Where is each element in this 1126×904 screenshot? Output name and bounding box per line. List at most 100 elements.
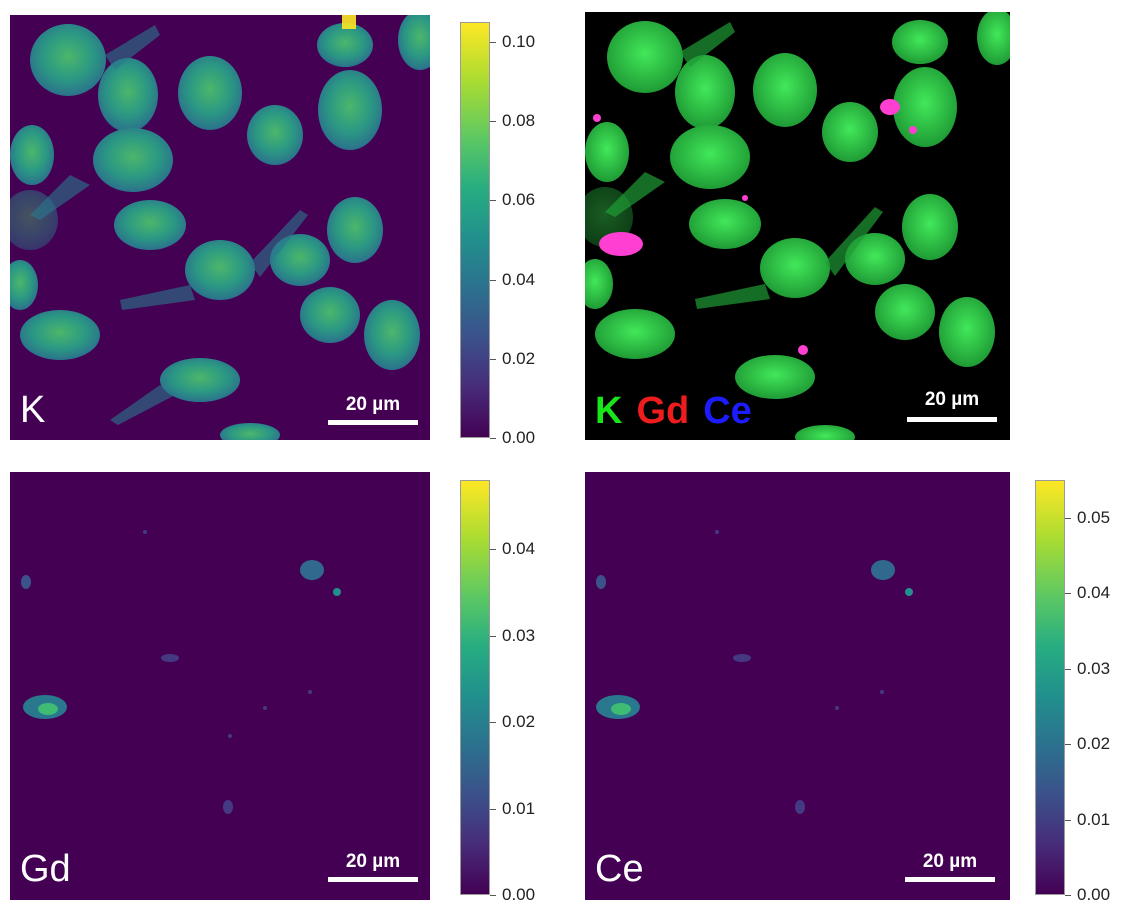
overlay-cell	[585, 122, 629, 182]
k-colorbar-tick-label: 0.00	[502, 429, 535, 446]
k-colorbar	[460, 22, 490, 438]
ce-particle	[611, 703, 631, 715]
gd-colorbar-tick-label: 0.04	[502, 540, 535, 557]
gd-scale-bar	[328, 877, 418, 882]
gd-colorbar-tickmark	[490, 809, 496, 810]
k-colorbar-tick-label: 0.10	[502, 33, 535, 50]
gd-particle	[21, 575, 31, 589]
gd-particle	[223, 800, 233, 814]
ce-particle	[596, 575, 606, 589]
k-cell	[20, 310, 100, 360]
overlay-cell	[753, 53, 817, 127]
gd-colorbar-tickmark	[490, 636, 496, 637]
k-colorbar-tickmark	[490, 121, 496, 122]
ce-colorbar-tick-label: 0.04	[1077, 584, 1110, 601]
ce-particle	[835, 706, 839, 710]
overlay-cell	[875, 284, 935, 340]
overlay-cell	[893, 67, 957, 147]
ce-particle	[880, 690, 884, 694]
legend-k: K	[595, 390, 622, 432]
ce-particle	[871, 560, 895, 580]
ce-colorbar	[1035, 480, 1065, 895]
overlay-cell	[822, 102, 878, 162]
ce-scale-bar-label: 20 µm	[905, 852, 995, 871]
k-cell	[364, 300, 420, 370]
gd-map-label: Gd	[20, 850, 71, 888]
k-cell	[30, 24, 106, 96]
overlay-cell	[689, 199, 761, 249]
gd-colorbar	[460, 480, 490, 895]
overlay-legend: K Gd Ce	[595, 392, 766, 430]
overlay-particle	[742, 195, 748, 201]
gd-particle	[38, 703, 58, 715]
k-colorbar-tickmark	[490, 42, 496, 43]
ce-particle	[795, 800, 805, 814]
overlay-scale-bar-label: 20 µm	[907, 390, 997, 409]
k-cell	[317, 23, 373, 67]
gd-colorbar-tick-label: 0.02	[502, 713, 535, 730]
overlay-cell	[902, 194, 958, 260]
gd-colorbar-tick-label: 0.00	[502, 886, 535, 903]
legend-ce: Ce	[703, 390, 752, 432]
k-scale-bar-label: 20 µm	[328, 395, 418, 414]
k-cell	[98, 58, 158, 132]
k-map-panel: K 20 µm	[10, 15, 430, 440]
k-colorbar-tick-label: 0.08	[502, 112, 535, 129]
ce-particle	[905, 588, 913, 596]
ce-colorbar-tickmark	[1065, 744, 1071, 745]
ce-colorbar-tickmark	[1065, 518, 1071, 519]
ce-map-panel: Ce 20 µm	[585, 472, 1010, 900]
k-colorbar-tickmark	[490, 438, 496, 439]
ce-colorbar-tick-label: 0.05	[1077, 509, 1110, 526]
k-colorbar-tickmark	[490, 280, 496, 281]
k-cell	[247, 105, 303, 165]
overlay-cell	[675, 55, 735, 129]
ce-colorbar-tickmark	[1065, 669, 1071, 670]
gd-particle	[228, 734, 232, 738]
overlay-cell	[939, 297, 995, 367]
overlay-image	[585, 12, 1010, 440]
ce-colorbar-tick-label: 0.01	[1077, 811, 1110, 828]
gd-colorbar-tick-label: 0.01	[502, 800, 535, 817]
overlay-panel: K Gd Ce 20 µm	[585, 12, 1010, 440]
gd-scale-bar-label: 20 µm	[328, 852, 418, 871]
ce-colorbar-tick-label: 0.00	[1077, 886, 1110, 903]
legend-gd: Gd	[636, 390, 689, 432]
gd-colorbar-tickmark	[490, 549, 496, 550]
k-colorbar-tickmark	[490, 200, 496, 201]
k-cell	[318, 70, 382, 150]
overlay-cell	[892, 20, 948, 64]
overlay-cell	[670, 125, 750, 189]
gd-particle	[161, 654, 179, 662]
ce-map-image	[585, 472, 1010, 900]
gd-particle	[143, 530, 147, 534]
gd-colorbar-tickmark	[490, 722, 496, 723]
gd-map-panel: Gd 20 µm	[10, 472, 430, 900]
gd-particle	[333, 588, 341, 596]
k-cell	[327, 197, 383, 263]
gd-colorbar-tick-label: 0.03	[502, 627, 535, 644]
overlay-particle	[880, 99, 900, 115]
k-cell	[300, 287, 360, 343]
k-cell	[10, 125, 54, 185]
k-colorbar-tick-label: 0.04	[502, 271, 535, 288]
k-cell	[114, 200, 186, 250]
gd-colorbar-tickmark	[490, 895, 496, 896]
k-colorbar-tickmark	[490, 359, 496, 360]
ce-map-label: Ce	[595, 850, 644, 888]
ce-colorbar-tickmark	[1065, 895, 1071, 896]
k-colorbar-tick-label: 0.06	[502, 191, 535, 208]
overlay-cell	[607, 21, 683, 93]
gd-particle	[300, 560, 324, 580]
ce-colorbar-tickmark	[1065, 820, 1071, 821]
ce-particle	[715, 530, 719, 534]
k-cell	[185, 240, 255, 300]
k-cell	[93, 128, 173, 192]
overlay-particle	[909, 126, 917, 134]
ce-colorbar-tickmark	[1065, 593, 1071, 594]
ce-scale-bar	[905, 877, 995, 882]
k-map-image	[10, 15, 430, 440]
gd-particle	[263, 706, 267, 710]
overlay-particle	[798, 345, 808, 355]
overlay-cell	[760, 238, 830, 298]
